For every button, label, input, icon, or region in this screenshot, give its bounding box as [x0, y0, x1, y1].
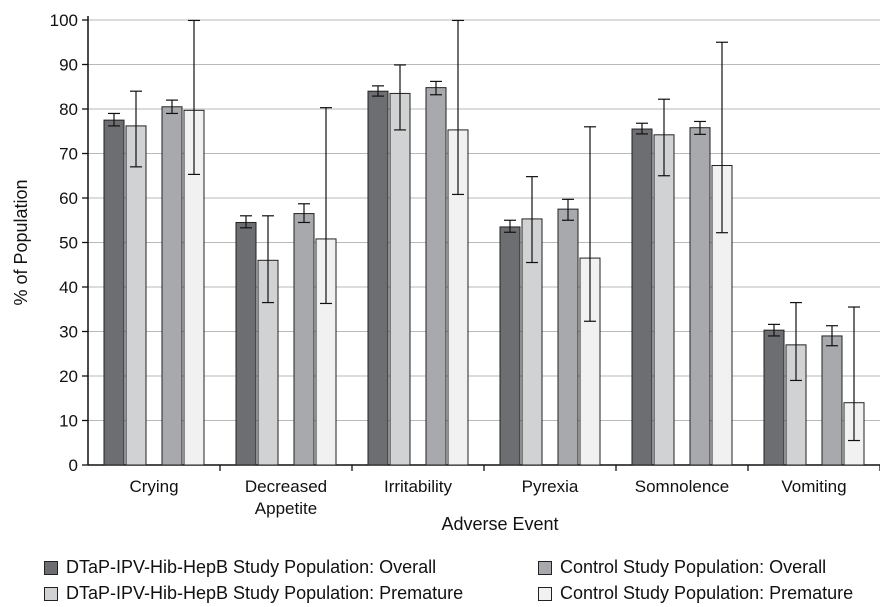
- x-tick-label: Appetite: [255, 499, 317, 518]
- bar: [653, 134, 675, 466]
- legend-item-dtap-overall: DTaP-IPV-Hib-HepB Study Population: Over…: [44, 557, 436, 578]
- y-tick-label: 0: [69, 456, 78, 475]
- x-tick-label: Irritability: [384, 477, 453, 496]
- bar: [425, 87, 447, 466]
- x-tick-label: Somnolence: [635, 477, 730, 496]
- legend-item-control-premature: Control Study Population: Premature: [538, 583, 853, 604]
- x-tick-label: Crying: [129, 477, 178, 496]
- bar: [763, 329, 785, 466]
- legend-label-control-overall: Control Study Population: Overall: [560, 557, 827, 577]
- bar: [103, 119, 125, 466]
- legend-swatch-control-overall: [538, 560, 552, 575]
- y-tick-label: 50: [59, 234, 78, 253]
- y-tick-label: 10: [59, 412, 78, 431]
- y-tick-label: 80: [59, 100, 78, 119]
- legend-label-dtap-premature: DTaP-IPV-Hib-HepB Study Population: Prem…: [66, 583, 464, 603]
- y-tick-label: 90: [59, 56, 78, 75]
- legend-label-dtap-overall: DTaP-IPV-Hib-HepB Study Population: Over…: [66, 557, 437, 577]
- y-tick-label: 100: [50, 11, 78, 30]
- bar: [557, 208, 579, 466]
- bar: [821, 335, 843, 466]
- bar: [235, 221, 257, 466]
- x-axis-label: Adverse Event: [441, 514, 558, 534]
- y-tick-label: 20: [59, 367, 78, 386]
- legend-item-dtap-premature: DTaP-IPV-Hib-HepB Study Population: Prem…: [44, 583, 463, 604]
- legend-label-control-premature: Control Study Population: Premature: [560, 583, 854, 603]
- bar: [161, 106, 183, 466]
- x-tick-label: Decreased: [245, 477, 327, 496]
- legend-swatch-control-premature: [538, 586, 552, 601]
- bar: [293, 213, 315, 466]
- bar: [499, 226, 521, 466]
- y-tick-label: 70: [59, 145, 78, 164]
- bar: [389, 92, 411, 466]
- bar: [125, 125, 147, 466]
- y-tick-label: 40: [59, 278, 78, 297]
- y-tick-label: 30: [59, 323, 78, 342]
- legend: DTaP-IPV-Hib-HepB Study Population: Over…: [0, 550, 880, 607]
- legend-item-control-overall: Control Study Population: Overall: [538, 557, 826, 578]
- legend-swatch-dtap-overall: [44, 560, 58, 575]
- bar: [631, 128, 653, 466]
- legend-swatch-dtap-premature: [44, 586, 58, 601]
- bar-chart: 0 10 20 30 40 50 60 70 80 90 100 Crying Decreased App…: [11, 11, 880, 534]
- bar: [367, 90, 389, 466]
- y-axis-label: % of Population: [11, 179, 31, 305]
- x-tick-label: Pyrexia: [522, 477, 579, 496]
- y-tick-label: 60: [59, 189, 78, 208]
- x-tick-label: Vomiting: [781, 477, 846, 496]
- bar: [689, 127, 711, 466]
